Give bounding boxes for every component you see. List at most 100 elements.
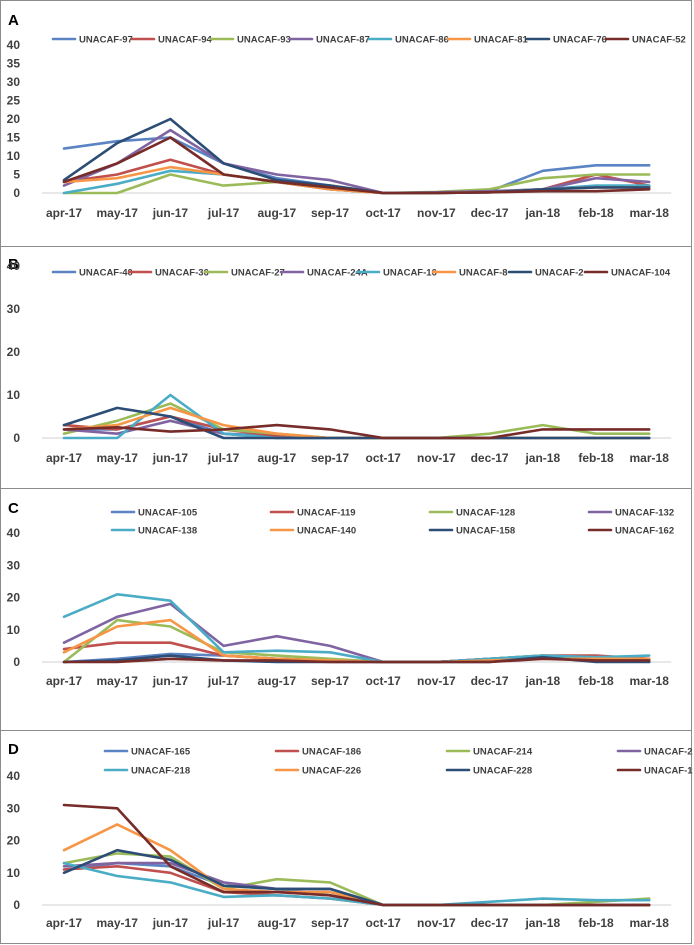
x-tick-label: apr-17 — [46, 451, 82, 465]
x-tick-label: nov-17 — [417, 451, 456, 465]
x-tick-label: mar-18 — [630, 674, 670, 688]
y-tick-label: 25 — [7, 94, 21, 108]
x-tick-label: jan-18 — [524, 206, 560, 220]
legend-label: UNACAF-218 — [131, 766, 190, 777]
x-tick-label: may-17 — [97, 451, 139, 465]
legend-label: UNACAF-228 — [473, 766, 532, 777]
y-tick-label: 10 — [7, 866, 21, 880]
y-tick-label: 40 — [7, 526, 21, 540]
y-tick-label: 0 — [13, 898, 20, 912]
x-tick-label: aug-17 — [257, 451, 296, 465]
x-tick-label: sep-17 — [311, 206, 349, 220]
series-line-unacaf-228 — [62, 848, 651, 907]
x-tick-label: jul-17 — [207, 674, 240, 688]
x-tick-label: feb-18 — [578, 674, 614, 688]
x-tick-label: dec-17 — [471, 674, 509, 688]
x-tick-label: feb-18 — [578, 451, 614, 465]
panel-label: C — [8, 500, 19, 517]
legend-label: UNACAF-216 — [644, 747, 693, 758]
legend-label: UNACAF-104 — [611, 268, 671, 279]
legend-label: UNACAF-76 — [553, 35, 607, 46]
x-tick-label: aug-17 — [257, 674, 296, 688]
legend-label: UNACAF-140 — [297, 526, 356, 537]
x-tick-label: oct-17 — [366, 206, 402, 220]
x-tick-label: may-17 — [97, 206, 139, 220]
chart-svg-a: A 0 5 10 15 20 25 30 35 40 apr-17 may-17 jun-17 jul-1… — [7, 12, 686, 220]
y-tick-label: 40 — [7, 38, 21, 52]
legend-label: UNACAF-93 — [237, 35, 291, 46]
x-tick-label: jun-17 — [152, 451, 189, 465]
x-tick-label: jun-17 — [152, 674, 189, 688]
legend-label: UNACAF-128 — [456, 508, 515, 519]
series-line-unacaf-162 — [62, 657, 651, 664]
legend-label: UNACAF-162 — [615, 526, 674, 537]
y-tick-label: 20 — [7, 112, 21, 126]
x-tick-label: jul-17 — [207, 916, 240, 930]
x-tick-label: oct-17 — [366, 674, 402, 688]
y-tick-label: 10 — [7, 149, 21, 163]
y-tick-label: 20 — [7, 345, 21, 359]
legend-label: UNACAF-226 — [302, 766, 361, 777]
legend-label: UNACAF-86 — [395, 35, 449, 46]
x-tick-label: aug-17 — [257, 206, 296, 220]
series-line-unacaf-218 — [62, 861, 651, 907]
chart-svg-b: B 0 10 20 30 40 apr-17 may-17 jun-17 jul-17 aug-17… — [7, 256, 672, 465]
series-line-unacaf-2 — [62, 406, 651, 440]
y-tick-label: 10 — [7, 623, 21, 637]
legend-label: UNACAF-8 — [459, 268, 508, 279]
series-line-unacaf-52 — [62, 136, 651, 195]
x-tick-label: aug-17 — [257, 916, 296, 930]
series-line-unacaf-199 — [62, 803, 651, 907]
x-tick-label: jan-18 — [524, 916, 560, 930]
legend-label: UNACAF-2 — [535, 268, 584, 279]
x-tick-label: jan-18 — [524, 674, 560, 688]
legend-label: UNACAF-40 — [79, 268, 133, 279]
y-tick-label: 15 — [7, 131, 21, 145]
x-tick-label: sep-17 — [311, 674, 349, 688]
y-tick-label: 30 — [7, 302, 21, 316]
series-line-unacaf-138 — [62, 593, 651, 664]
chart-panel-c: C 0 10 20 30 40 apr-17 may-17 jun-17 jul-17 aug-17… — [0, 488, 692, 731]
legend-label: UNACAF-105 — [138, 508, 198, 519]
x-tick-label: jun-17 — [152, 206, 189, 220]
legend-label: UNACAF-214 — [473, 747, 533, 758]
legend-label: UNACAF-87 — [316, 35, 370, 46]
y-tick-label: 0 — [13, 431, 20, 445]
legend-label: UNACAF-132 — [615, 508, 674, 519]
y-tick-label: 30 — [7, 75, 21, 89]
x-tick-label: nov-17 — [417, 916, 456, 930]
legend-label: UNACAF-158 — [456, 526, 515, 537]
panel-label: D — [8, 741, 19, 758]
series-line-unacaf-16 — [62, 393, 651, 440]
y-tick-label: 35 — [7, 57, 21, 71]
x-tick-label: mar-18 — [630, 206, 670, 220]
x-tick-label: jan-18 — [524, 451, 560, 465]
x-tick-label: jul-17 — [207, 451, 240, 465]
legend-label: UNACAF-94 — [158, 35, 213, 46]
chart-svg-d: D 0 10 20 30 40 apr-17 may-17 jun-17 jul-17 aug-17… — [7, 741, 693, 930]
x-tick-label: may-17 — [97, 916, 139, 930]
chart-svg-c: C 0 10 20 30 40 apr-17 may-17 jun-17 jul-17 aug-17… — [7, 500, 674, 688]
x-tick-label: apr-17 — [46, 206, 82, 220]
x-tick-label: mar-18 — [630, 451, 670, 465]
legend-label: UNACAF-52 — [632, 35, 686, 46]
series-line-unacaf-132 — [62, 602, 651, 664]
x-tick-label: sep-17 — [311, 916, 349, 930]
x-tick-label: feb-18 — [578, 916, 614, 930]
chart-panel-d: D 0 10 20 30 40 apr-17 may-17 jun-17 jul-17 aug-17… — [0, 730, 693, 944]
x-tick-label: jun-17 — [152, 916, 189, 930]
x-tick-label: apr-17 — [46, 674, 82, 688]
legend-label: UNACAF-119 — [297, 508, 356, 519]
x-tick-label: feb-18 — [578, 206, 614, 220]
x-tick-label: mar-18 — [630, 916, 670, 930]
y-tick-label: 0 — [13, 186, 20, 200]
panel-label: B — [8, 256, 19, 273]
x-tick-label: dec-17 — [471, 451, 509, 465]
y-tick-label: 30 — [7, 558, 21, 572]
series-line-unacaf-104 — [62, 423, 651, 440]
legend-label: UNACAF-81 — [474, 35, 529, 46]
legend-label: UNACAF-199 — [644, 766, 693, 777]
legend-label: UNACAF-97 — [79, 35, 133, 46]
chart-panel-a: A 0 5 10 15 20 25 30 35 40 apr-17 may-17 jun-17 jul-1… — [0, 0, 692, 247]
y-tick-label: 40 — [7, 769, 21, 783]
